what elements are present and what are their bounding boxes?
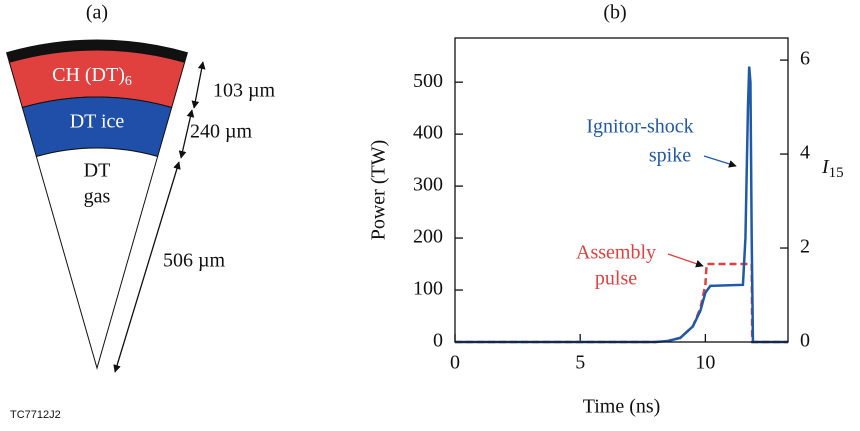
- layer-name: CH (DT): [52, 64, 125, 86]
- y-tick-label: 400: [413, 122, 443, 144]
- y-tick-label: 200: [413, 226, 443, 248]
- y2-label-main: I: [821, 156, 830, 178]
- y-axis-label: Power (TW): [368, 140, 390, 241]
- series-line: [455, 66, 788, 344]
- panel-a: (a) CH (DT)6 DT ice DT gas 103 µm 240 µm 506 µm: [5, 2, 276, 373]
- y-tick-label: 500: [413, 70, 443, 92]
- annotation: pulse: [595, 268, 637, 290]
- dimension-label: 103 µm: [213, 80, 276, 102]
- y-tick-label: 300: [413, 174, 443, 196]
- dimension-arrow: [113, 161, 181, 373]
- layer-subscript: 6: [125, 74, 132, 89]
- annotation: Assembly: [576, 242, 656, 264]
- y2-label-sub: 15: [829, 165, 844, 181]
- annotation: spike: [649, 145, 691, 167]
- dimension-label: 506 µm: [163, 250, 226, 272]
- y-tick-label: 0: [433, 330, 443, 352]
- dimension-arrow: [178, 109, 195, 159]
- y2-tick-label: 0: [800, 330, 810, 352]
- dimension-label: 240 µm: [190, 121, 253, 143]
- annotation: Ignitor-shock: [586, 116, 693, 138]
- figure-id: TC7712J2: [10, 409, 61, 421]
- y2-axis-label: I15: [821, 156, 844, 182]
- y2-tick-label: 6: [800, 48, 810, 70]
- x-tick-label: 5: [575, 352, 585, 374]
- annotation-arrow: [703, 155, 737, 168]
- y2-tick-label: 4: [800, 142, 810, 164]
- annotation-arrow: [667, 253, 704, 268]
- y-tick-label: 100: [413, 278, 443, 300]
- plot-frame: [454, 37, 789, 343]
- panel-label: (a): [86, 2, 108, 24]
- layer-label: DT ice: [70, 111, 125, 133]
- dimension-arrow: [191, 61, 206, 109]
- layer-label: gas: [84, 186, 111, 208]
- x-tick-label: 0: [450, 352, 460, 374]
- layer-label: DT: [84, 160, 111, 182]
- panel-b: (b) 0 100 200 300 400 500 0 2 4 6 0 5 10 Time (ns) Powe…: [368, 2, 844, 418]
- x-tick-label: 10: [695, 352, 715, 374]
- x-axis-label: Time (ns): [583, 396, 661, 418]
- panel-label: (b): [603, 2, 626, 24]
- y2-tick-label: 2: [800, 236, 810, 258]
- layer-label: CH (DT)6: [52, 64, 132, 90]
